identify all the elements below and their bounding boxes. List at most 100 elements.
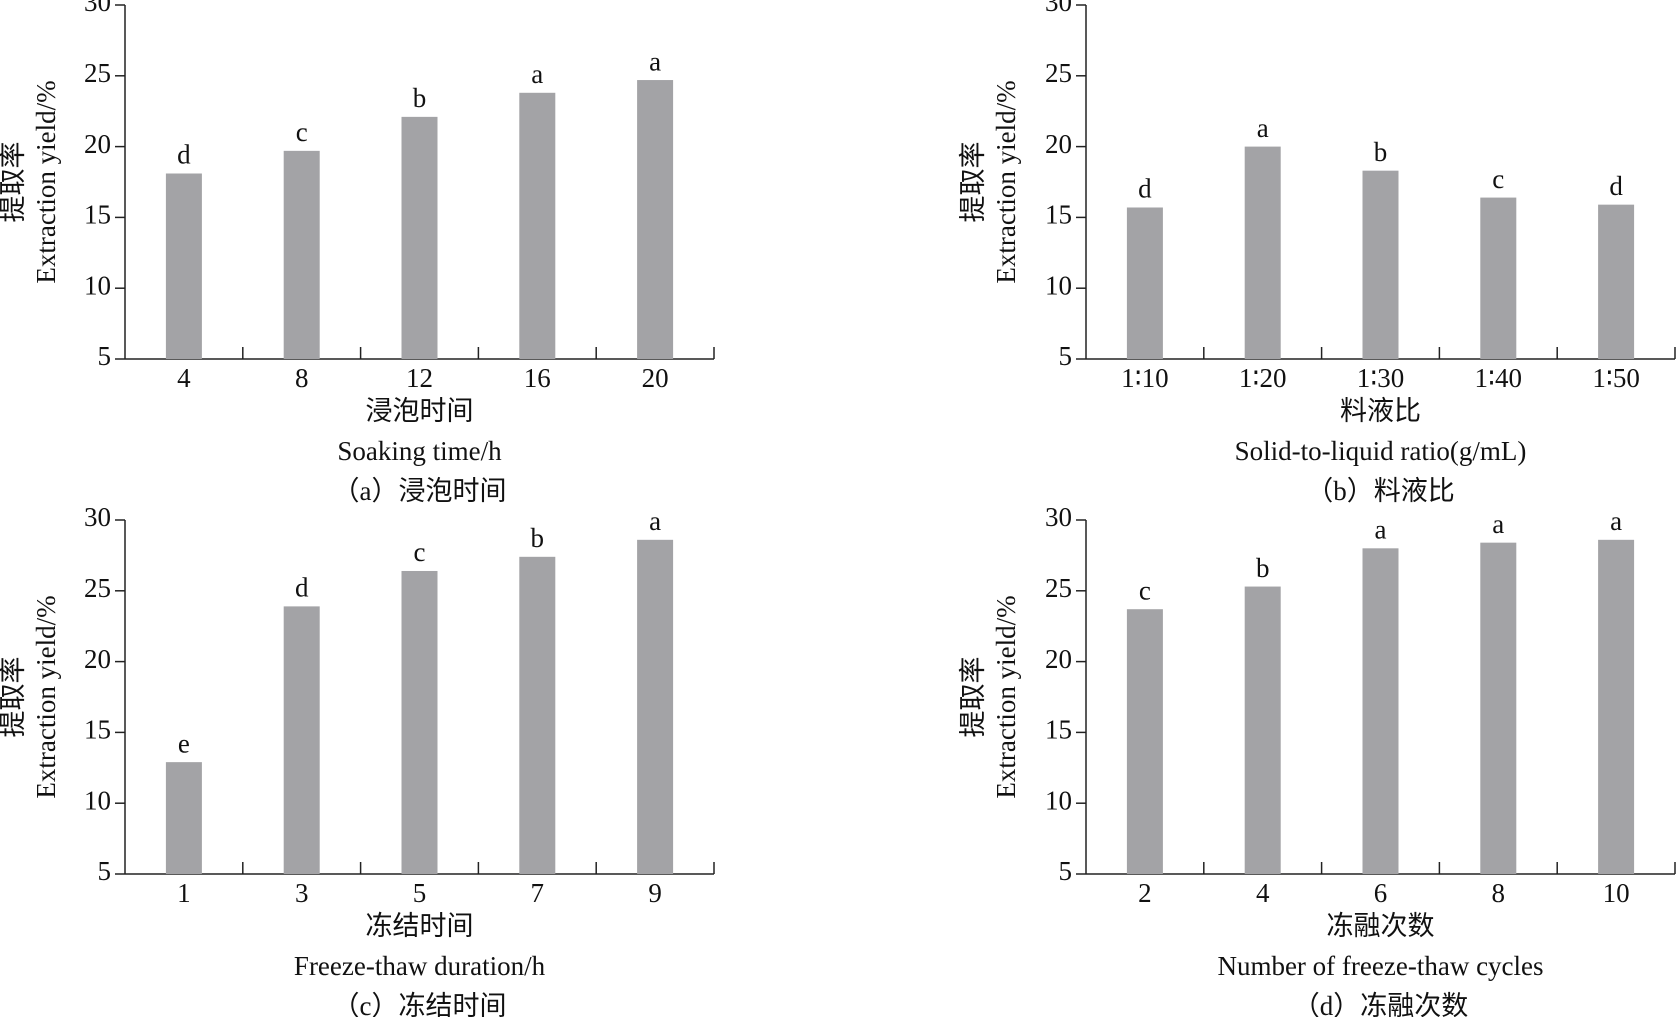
significance-label: c (1139, 575, 1151, 605)
y-label-en: Extraction yield/% (991, 80, 1021, 283)
significance-label: b (531, 523, 545, 553)
y-label-en: Extraction yield/% (31, 80, 61, 283)
x-tick-label: 10 (1603, 878, 1630, 908)
y-tick-label: 10 (1045, 270, 1072, 300)
x-tick-label: 1∶30 (1357, 363, 1405, 393)
x-label: 浸泡时间 (366, 396, 474, 426)
bar (1598, 539, 1635, 874)
x-tick-label: 6 (1374, 878, 1388, 908)
y-tick-label: 30 (1045, 0, 1072, 17)
x-label-en: Freeze-thaw duration/h (294, 951, 546, 981)
x-tick-label: 2 (1138, 878, 1152, 908)
bar (1126, 207, 1163, 359)
significance-label: d (177, 140, 191, 170)
y-tick-label: 10 (84, 785, 111, 815)
bar (637, 80, 674, 359)
x-tick-label: 8 (1492, 878, 1506, 908)
y-tick-label: 15 (1045, 200, 1072, 230)
x-tick-label: 4 (1256, 878, 1270, 908)
x-label-en: Soaking time/h (337, 436, 502, 466)
y-tick-label: 30 (84, 0, 111, 17)
y-label-en: Extraction yield/% (31, 595, 61, 798)
x-tick-label: 8 (295, 363, 309, 393)
x-tick-label: 3 (295, 878, 309, 908)
y-tick-label: 20 (84, 129, 111, 159)
y-tick-label: 25 (1045, 58, 1072, 88)
significance-label: a (649, 506, 661, 536)
significance-label: a (531, 59, 543, 89)
bar (637, 539, 674, 874)
y-tick-label: 10 (1045, 785, 1072, 815)
x-tick-label: 1∶50 (1592, 363, 1640, 393)
y-tick-label: 5 (98, 341, 112, 371)
significance-label: a (1492, 509, 1504, 539)
y-label: 提取率 (0, 142, 28, 223)
y-tick-label: 25 (84, 573, 111, 603)
y-tick-label: 20 (1045, 129, 1072, 159)
x-tick-label: 9 (648, 878, 662, 908)
x-label: 冻融次数 (1327, 911, 1435, 941)
bar (1480, 542, 1517, 874)
y-tick-label: 30 (84, 502, 111, 532)
significance-label: c (296, 117, 308, 147)
y-tick-label: 20 (1045, 644, 1072, 674)
bar (1244, 146, 1281, 359)
y-tick-label: 15 (84, 200, 111, 230)
y-tick-label: 15 (84, 715, 111, 745)
y-tick-label: 5 (98, 856, 112, 886)
y-label: 提取率 (958, 142, 988, 223)
significance-label: b (1374, 137, 1388, 167)
x-tick-label: 1 (177, 878, 191, 908)
x-tick-label: 12 (406, 363, 433, 393)
x-tick-label: 20 (642, 363, 669, 393)
bar (519, 92, 556, 360)
significance-label: c (414, 537, 426, 567)
y-label: 提取率 (0, 657, 28, 738)
bar (165, 762, 202, 874)
x-tick-label: 1∶20 (1239, 363, 1287, 393)
significance-label: d (295, 573, 309, 603)
bar (1598, 204, 1635, 359)
bar (1126, 609, 1163, 874)
x-tick-label: 7 (531, 878, 545, 908)
y-tick-label: 15 (1045, 715, 1072, 745)
bar (283, 150, 320, 359)
x-tick-label: 16 (524, 363, 551, 393)
significance-label: c (1492, 164, 1504, 194)
x-label-en: Number of freeze-thaw cycles (1217, 951, 1543, 981)
bar (401, 570, 438, 874)
bar (519, 556, 556, 874)
x-label: 冻结时间 (366, 911, 474, 941)
significance-label: b (1256, 553, 1270, 583)
x-tick-label: 4 (177, 363, 191, 393)
y-tick-label: 5 (1059, 341, 1073, 371)
significance-label: e (178, 728, 190, 758)
caption: （b）料液比 (1306, 476, 1455, 506)
significance-label: d (1138, 174, 1152, 204)
y-tick-label: 20 (84, 644, 111, 674)
significance-label: a (1257, 113, 1269, 143)
x-tick-label: 1∶40 (1475, 363, 1523, 393)
y-tick-label: 25 (84, 58, 111, 88)
bar (1362, 548, 1399, 874)
significance-label: b (413, 83, 427, 113)
bar (1244, 586, 1281, 874)
x-tick-label: 1∶10 (1121, 363, 1169, 393)
caption: （d）冻融次数 (1293, 991, 1469, 1017)
bar (283, 606, 320, 874)
x-label: 料液比 (1340, 396, 1421, 426)
y-tick-label: 30 (1045, 502, 1072, 532)
y-label: 提取率 (958, 657, 988, 738)
bar (1480, 197, 1517, 359)
y-tick-label: 5 (1059, 856, 1073, 886)
significance-label: a (1375, 515, 1387, 545)
significance-label: d (1609, 171, 1623, 201)
y-tick-label: 10 (84, 270, 111, 300)
significance-label: a (1610, 506, 1622, 536)
caption: （a）浸泡时间 (333, 476, 507, 506)
y-label-en: Extraction yield/% (991, 595, 1021, 798)
bar (401, 116, 438, 359)
y-tick-label: 25 (1045, 573, 1072, 603)
x-tick-label: 5 (413, 878, 427, 908)
